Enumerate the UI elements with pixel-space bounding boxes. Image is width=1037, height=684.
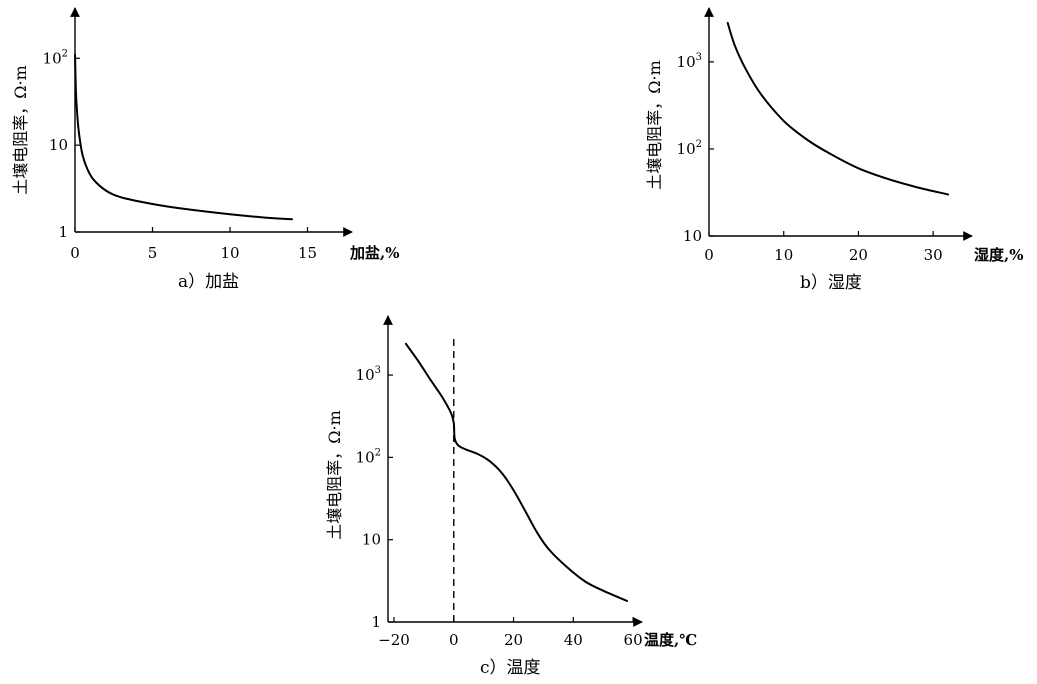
- panel-a-x-label: 加盐,%: [349, 244, 399, 262]
- x-tick-label: 0: [70, 244, 80, 262]
- x-tick-label: 5: [148, 244, 158, 262]
- panel-b-x-label: 湿度,%: [974, 246, 1023, 264]
- panel-c: −20 0 20 40 60 1 10 102 103 温度,℃ 土壤电阻率，Ω·m c）温度: [325, 315, 697, 678]
- panel-b-y-label: 土壤电阻率，Ω·m: [645, 60, 664, 190]
- panel-c-caption: c）温度: [480, 658, 541, 678]
- x-tick-label: 0: [449, 631, 459, 649]
- panel-a-y-ticks: 1 10 102: [43, 48, 80, 241]
- panel-a-curve: [74, 53, 293, 221]
- x-tick-label: 10: [774, 246, 793, 264]
- panel-c-y-ticks: 1 10 102 103: [356, 365, 393, 631]
- panel-b-y-ticks: 10 102 103: [677, 52, 714, 245]
- panel-c-x-label: 温度,℃: [644, 631, 697, 649]
- panel-a-x-ticks: 0 5 10 15: [70, 227, 317, 262]
- y-tick-label: 1: [58, 223, 68, 241]
- panel-a: 0 5 10 15 1 10 102 加盐,% 土壤电阻率，Ω·m a）加盐: [11, 7, 399, 292]
- y-tick-label: 10: [683, 227, 702, 245]
- panel-b-curve: [726, 21, 950, 196]
- panel-b-x-ticks: 0 10 20 30: [704, 231, 943, 264]
- x-tick-label: 40: [564, 631, 583, 649]
- y-tick-label: 102: [356, 447, 381, 466]
- panel-a-y-label: 土壤电阻率，Ω·m: [11, 65, 30, 195]
- y-tick-label: 102: [43, 48, 68, 67]
- x-tick-label: 60: [624, 631, 643, 649]
- x-tick-label: 20: [849, 246, 868, 264]
- y-tick-label: 103: [356, 365, 381, 384]
- x-tick-label: 10: [220, 244, 239, 262]
- panel-c-y-label: 土壤电阻率，Ω·m: [325, 410, 344, 540]
- y-tick-label: 102: [677, 139, 702, 158]
- x-tick-label: 0: [704, 246, 714, 264]
- panel-c-x-ticks: −20 0 20 40 60: [378, 617, 643, 649]
- y-tick-label: 10: [49, 136, 68, 154]
- y-tick-label: 10: [362, 531, 381, 549]
- y-tick-label: 103: [677, 52, 702, 71]
- panel-c-curve: [404, 342, 629, 602]
- panel-a-caption: a）加盐: [178, 272, 239, 292]
- panel-b-caption: b）湿度: [800, 273, 862, 293]
- x-tick-label: 30: [924, 246, 943, 264]
- x-tick-label: 15: [298, 244, 317, 262]
- y-tick-label: 1: [371, 613, 381, 631]
- x-tick-label: 20: [504, 631, 523, 649]
- x-tick-label: −20: [378, 631, 410, 649]
